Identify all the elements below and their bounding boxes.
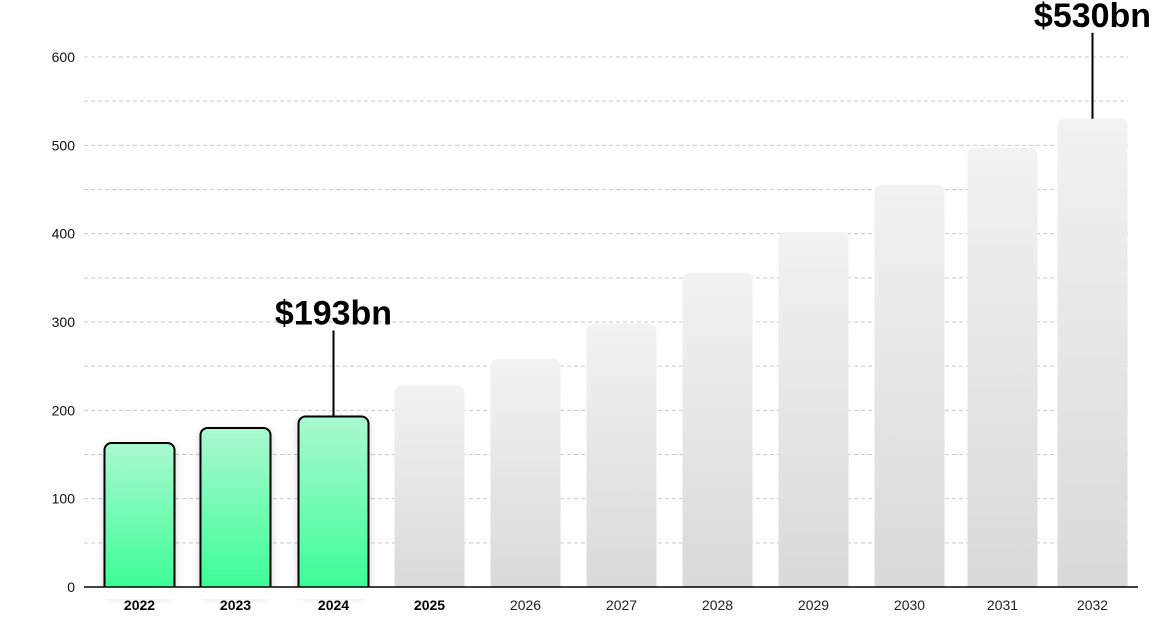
bar-2028: [682, 272, 753, 593]
x-tick-label-2025: 2025: [414, 597, 445, 613]
baseline-mask: [84, 587, 1144, 599]
x-tick-label-2029: 2029: [798, 597, 829, 613]
annotation-label-2032: $530bn: [1034, 0, 1151, 35]
bar-2023: [199, 427, 272, 594]
y-tick-label-0: 0: [67, 579, 75, 595]
bar-2025: [394, 385, 465, 593]
bar-2031: [967, 147, 1038, 593]
y-tick-label-100: 100: [52, 491, 76, 507]
x-tick-label-2031: 2031: [987, 597, 1018, 613]
x-tick-label-2022: 2022: [124, 597, 155, 613]
bar-2029: [778, 231, 849, 593]
bar-2022: [103, 442, 176, 594]
x-tick-label-2024: 2024: [318, 597, 349, 613]
annotation-label-2024: $193bn: [275, 295, 392, 333]
x-axis-labels: 2022 2023 2024 2025 2026 2027 2028 2029 2030 2031…: [124, 597, 1108, 613]
y-tick-label-600: 600: [52, 49, 76, 65]
bars: [84, 118, 1144, 599]
bar-2024: [297, 415, 370, 594]
y-tick-label-400: 400: [52, 226, 76, 242]
x-tick-label-2027: 2027: [606, 597, 637, 613]
bar-2032: [1057, 118, 1128, 593]
x-tick-label-2026: 2026: [510, 597, 541, 613]
bar-2027: [586, 323, 657, 593]
bar-2026: [490, 359, 561, 593]
y-tick-label-300: 300: [52, 314, 76, 330]
x-tick-label-2030: 2030: [894, 597, 925, 613]
y-tick-label-500: 500: [52, 137, 76, 153]
y-axis-ticks: 0 100 200 300 400 500 600: [52, 49, 76, 595]
annotations: $193bn $530bn: [275, 0, 1151, 417]
x-tick-label-2028: 2028: [702, 597, 733, 613]
x-tick-label-2032: 2032: [1077, 597, 1108, 613]
y-tick-label-200: 200: [52, 402, 76, 418]
bar-2030: [874, 185, 945, 594]
x-tick-label-2023: 2023: [220, 597, 251, 613]
